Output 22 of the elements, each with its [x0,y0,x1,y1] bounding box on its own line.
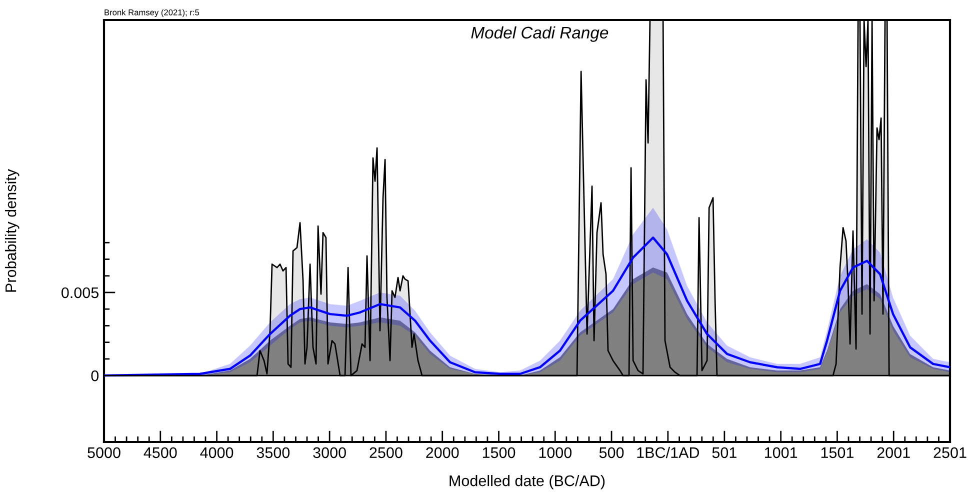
x-tick-label: 3000 [313,447,346,458]
x-tick-label: 500 [599,447,624,458]
x-tick-label: 2500 [370,447,402,458]
y-axis-title: Probability density [5,169,20,292]
x-tick-label: 2501 [934,447,966,458]
x-tick-label: 1001 [764,447,798,458]
x-tick-label: 3500 [256,447,290,458]
x-tick-label: 1BC/1AD [637,446,700,458]
x-tick-label: 1500 [482,447,516,458]
y-tick-label: 0 [91,370,99,382]
x-tick-label: 1501 [821,447,854,458]
x-tick-label: 501 [712,447,736,458]
x-tick-label: 2000 [426,447,459,458]
x-tick-label: 5000 [88,447,120,458]
x-axis-title: Modelled date (BC/AD) [450,474,605,490]
text: Bronk Ramsey (2021); r:5 [104,9,200,17]
x-tick-label: 1000 [539,447,572,458]
y-tick-label: 0.005 [62,287,98,298]
x-tick-label: 4000 [200,447,234,458]
x-tick-label: 4500 [144,447,177,458]
x-tick-label: 2001 [877,447,910,458]
chart-title: Model Cadi Range [471,26,608,42]
